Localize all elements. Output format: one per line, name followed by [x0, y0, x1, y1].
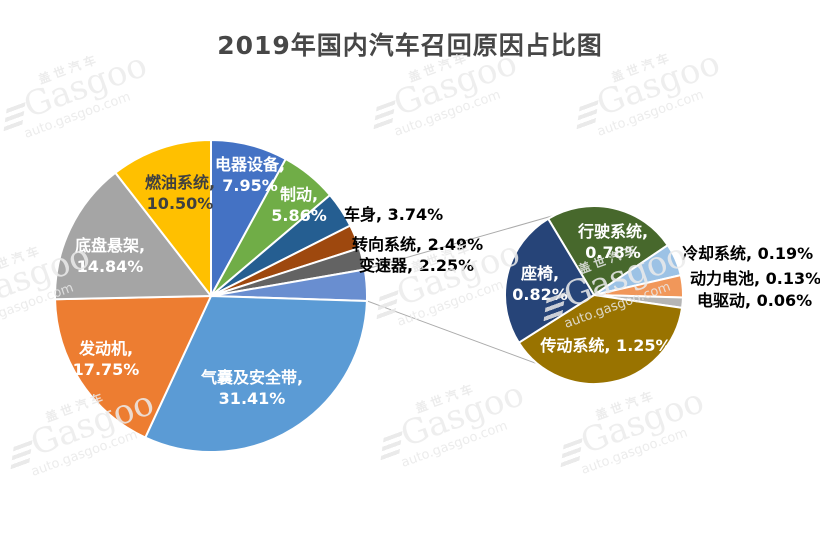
- main-pie-label-底盘悬架: 底盘悬架, 14.84%: [75, 236, 145, 276]
- secondary-pie-label-电驱动: 电驱动, 0.06%: [697, 291, 812, 310]
- secondary-pie-label-冷却系统: 冷却系统, 0.19%: [682, 244, 813, 263]
- main-pie-label-变速器: 变速器, 2.25%: [359, 256, 474, 275]
- secondary-pie-slice-座椅: [504, 217, 595, 344]
- main-pie-label-发动机: 发动机, 17.75%: [73, 339, 140, 379]
- main-pie-slice-燃油系统: [114, 139, 212, 297]
- chart-title: 2019年国内汽车召回原因占比图: [217, 31, 603, 60]
- secondary-pie-label-行驶系统: 行驶系统, 0.78%: [577, 222, 648, 262]
- main-pie-label-车身: 车身, 3.74%: [344, 205, 443, 224]
- main-pie-slice-发动机: [54, 295, 212, 439]
- main-pie-label-燃油系统: 燃油系统, 10.50%: [145, 173, 215, 213]
- secondary-pie-slice-行驶系统: [547, 205, 669, 296]
- main-pie-slice-底盘悬架: [54, 171, 212, 301]
- main-pie-label-转向系统: 转向系统, 2.49%: [352, 235, 483, 254]
- connector-line-top: [364, 207, 581, 270]
- main-pie-slice-气囊及安全带: [144, 295, 368, 453]
- main-pie-label-制动: 制动, 5.86%: [271, 185, 327, 225]
- secondary-pie-label-动力电池: 动力电池, 0.13%: [690, 269, 820, 288]
- secondary-pie-label-传动系统: 传动系统, 1.25%: [539, 336, 671, 355]
- main-pie-label-电器设备: 电器设备, 7.95%: [215, 155, 285, 195]
- main-pie-label-气囊及安全带: 气囊及安全带, 31.41%: [200, 368, 303, 408]
